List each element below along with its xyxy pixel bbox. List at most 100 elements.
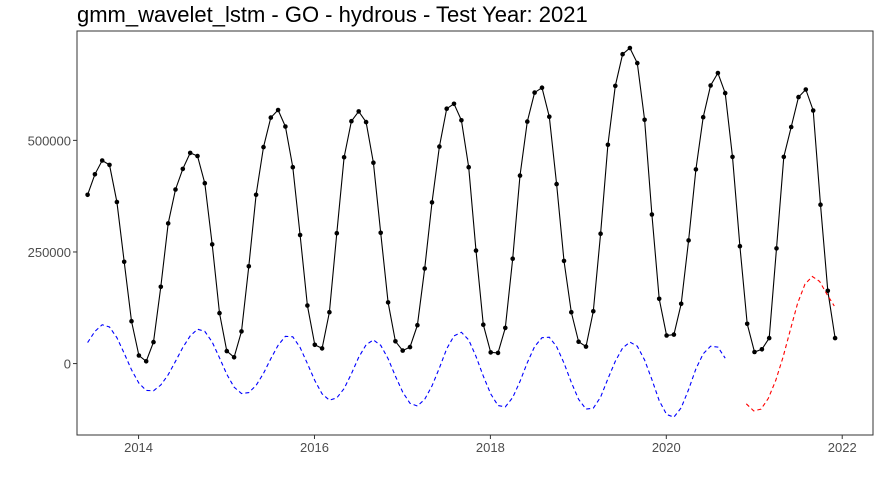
observed-data-point: [503, 325, 508, 331]
observed-data-point: [180, 166, 186, 172]
observed-data-point: [151, 339, 156, 345]
observed-data-point: [598, 231, 603, 236]
x-tick-label: 2022: [828, 440, 857, 455]
observed-data-point: [429, 200, 435, 205]
observed-data-point: [195, 153, 200, 159]
observed-data-point: [759, 347, 765, 352]
observed-data-point: [495, 350, 501, 356]
observed-data-point: [517, 173, 523, 178]
observed-data-point: [671, 332, 677, 337]
observed-data-point: [143, 359, 149, 364]
observed-data-point: [173, 187, 178, 192]
observed-data-point: [437, 144, 442, 149]
observed-data-point: [700, 114, 706, 120]
observed-data-point: [539, 85, 545, 90]
observed-data-point: [693, 167, 699, 172]
observed-data-point: [532, 90, 537, 95]
series-group: [85, 45, 838, 418]
observed-data-point: [576, 339, 581, 345]
observed-data-point: [239, 329, 244, 334]
observed-data-point: [620, 51, 625, 57]
observed-data-point: [591, 309, 596, 314]
observed-data-point: [290, 164, 296, 170]
observed-data-point: [569, 309, 574, 315]
observed-data-point: [788, 124, 794, 130]
observed-data-point: [649, 212, 655, 217]
observed-data-point: [283, 124, 288, 129]
observed-data-point: [305, 303, 310, 308]
observed-data-point: [466, 164, 472, 170]
observed-data-point: [224, 348, 230, 354]
observed-data-point: [473, 248, 479, 253]
observed-data-point: [121, 259, 127, 265]
observed-data-point: [202, 180, 208, 186]
observed-data-point: [371, 160, 376, 165]
observed-data-point: [459, 118, 464, 123]
observed-data-point: [217, 310, 222, 316]
observed-data-point: [554, 181, 559, 187]
observed-data-point: [407, 344, 413, 350]
observed-data-point: [85, 192, 90, 198]
y-tick-label: 0: [64, 357, 71, 372]
observed-data-point: [319, 346, 325, 351]
y-tick-label: 250000: [28, 245, 71, 260]
observed-data-point: [378, 230, 384, 236]
observed-data-point: [114, 199, 120, 205]
observed-data-point: [393, 339, 398, 344]
observed-data-point: [231, 355, 237, 360]
axes: 2014 2016 2018 2020 2022 0 250000 500000: [28, 133, 857, 455]
observed-data-point: [275, 107, 281, 113]
x-tick-label: 2020: [652, 440, 681, 455]
observed-data-point: [525, 119, 530, 124]
observed-data-point: [363, 119, 369, 125]
observed-series-line: [87, 47, 836, 363]
observed-data-point: [107, 162, 112, 168]
observed-data-point: [99, 158, 105, 163]
observed-data-point: [715, 70, 721, 76]
observed-data-point: [774, 246, 779, 251]
observed-data-point: [627, 45, 633, 51]
observed-data-point: [561, 258, 567, 264]
observed-data-point: [613, 83, 618, 89]
observed-data-point: [678, 301, 684, 307]
observed-data-point: [158, 284, 164, 290]
plot-frame: [76, 30, 874, 436]
x-tick-label: 2014: [124, 440, 153, 455]
observed-data-point: [510, 256, 515, 262]
x-tick-label: 2016: [300, 440, 329, 455]
observed-data-point: [415, 322, 420, 328]
observed-data-point: [165, 221, 171, 226]
observed-data-point: [341, 155, 347, 160]
observed-data-point: [832, 335, 838, 341]
observed-data-point: [488, 350, 494, 355]
observed-data-point: [444, 106, 450, 111]
observed-data-point: [187, 150, 193, 156]
observed-data-point: [752, 349, 757, 355]
observed-data-point: [481, 322, 486, 328]
observed-data-point: [385, 300, 391, 305]
observed-data-point: [253, 192, 259, 198]
observed-data-point: [327, 309, 332, 315]
observed-data-point: [642, 117, 647, 123]
observed-data-point: [744, 321, 750, 327]
fitted-series-line: [87, 324, 726, 418]
observed-data-point: [810, 108, 816, 113]
observed-data-point: [297, 232, 303, 238]
observed-data-point: [737, 243, 743, 249]
observed-data-point: [400, 348, 406, 353]
observed-data-point: [209, 242, 215, 247]
observed-data-point: [334, 230, 340, 236]
observed-data-point: [136, 353, 142, 358]
observed-data-point: [803, 87, 809, 92]
observed-data-point: [268, 115, 274, 120]
chart-title: gmm_wavelet_lstm - GO - hydrous - Test Y…: [77, 2, 588, 27]
observed-data-point: [547, 114, 552, 119]
observed-data-point: [356, 109, 362, 114]
observed-data-point: [664, 333, 669, 338]
observed-data-point: [349, 118, 354, 124]
observed-data-point: [422, 266, 428, 271]
observed-data-point: [246, 264, 252, 269]
forecast-series-line: [745, 275, 835, 412]
observed-data-point: [605, 142, 611, 148]
